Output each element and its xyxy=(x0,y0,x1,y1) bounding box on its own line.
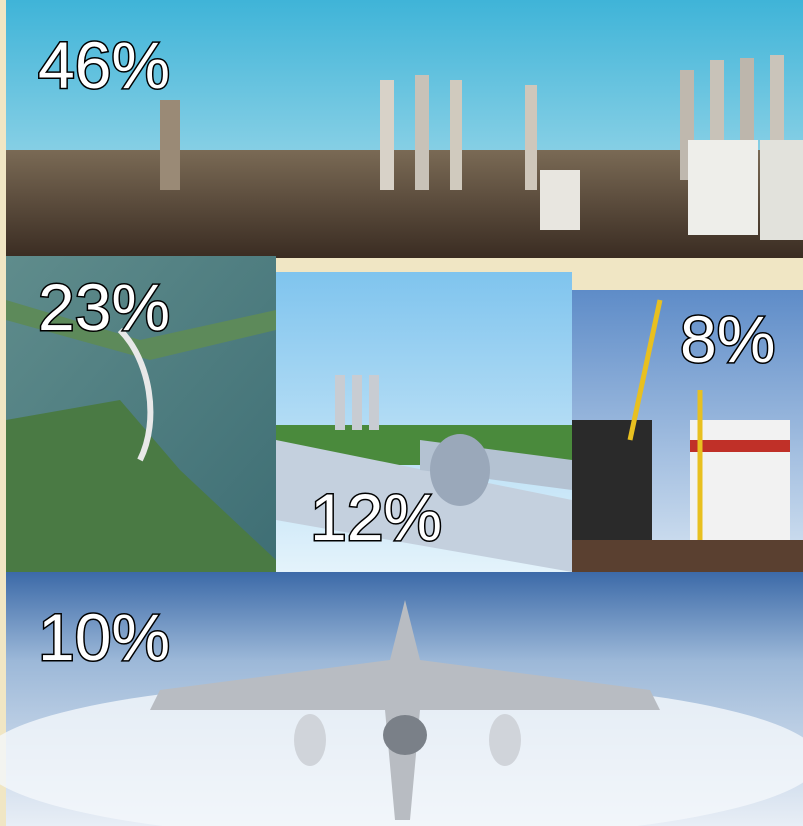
percent-label: 10% xyxy=(38,600,170,674)
page: {"tiles": [ {"label": "46%"}, {"label": … xyxy=(0,0,803,826)
percent-label: 8% xyxy=(680,302,775,376)
percent-label: 23% xyxy=(38,270,170,344)
percent-label: 12% xyxy=(310,480,442,554)
percent-label: 46% xyxy=(38,28,170,102)
collage: 46% 23% 12% 8% 10% xyxy=(0,0,803,826)
